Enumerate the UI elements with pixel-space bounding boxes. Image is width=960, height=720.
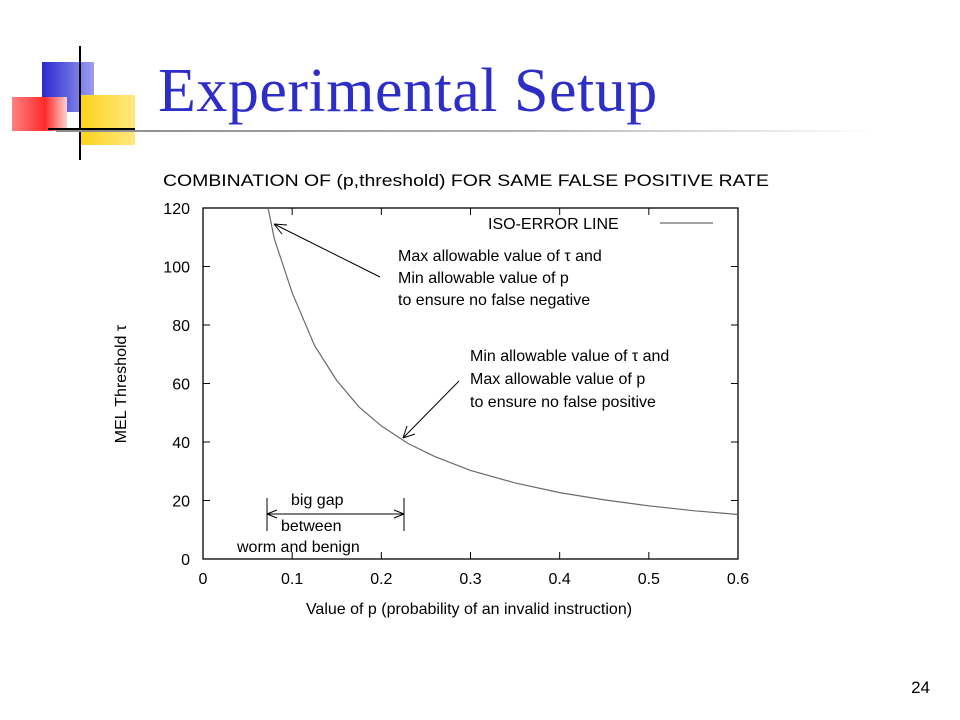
arrow-min-tau-head [402, 425, 416, 439]
arrow-max-tau-head [273, 223, 288, 235]
y-tick-label: 100 [163, 260, 190, 277]
y-tick-label: 20 [172, 494, 190, 511]
x-tick-label: 0 [199, 571, 208, 588]
gap-bracket-arrowhead-right [393, 509, 405, 519]
iso-error-line [267, 207, 739, 516]
slide-logo-icon [12, 46, 135, 160]
gap-label-3: worm and benign [236, 539, 360, 556]
annotation-2-line-1: Min allowable value of τ and [470, 348, 669, 365]
title-divider [56, 130, 876, 132]
slide-number: 24 [911, 678, 930, 697]
annotation-2-line-2: Max allowable value of p [470, 371, 645, 388]
y-axis-label: MEL Threshold τ [113, 324, 130, 443]
chart-title: COMBINATION OF (p,threshold) FOR SAME FA… [163, 171, 769, 190]
x-tick-label: 0.4 [549, 571, 571, 588]
annotation-1-line-3: to ensure no false negative [398, 292, 590, 309]
gap-bracket-arrowhead-left [266, 509, 278, 519]
x-tick-label: 0.5 [638, 571, 660, 588]
annotation-1-line-2: Min allowable value of p [398, 270, 569, 287]
x-tick-label: 0.6 [727, 571, 749, 588]
annotation-2-line-3: to ensure no false positive [470, 394, 656, 411]
gap-label-2: between [281, 518, 342, 535]
x-tick-label: 0.3 [459, 571, 481, 588]
annotation-1-line-1: Max allowable value of τ and [398, 248, 602, 265]
y-tick-label: 60 [172, 377, 190, 394]
y-tick-label: 0 [181, 552, 190, 569]
x-tick-label: 0.2 [370, 571, 392, 588]
y-tick-label: 80 [172, 318, 190, 335]
y-tick-label: 40 [172, 435, 190, 452]
x-axis-label: Value of p (probability of an invalid in… [306, 601, 632, 618]
gap-label-1: big gap [291, 492, 344, 509]
y-tick-label: 120 [163, 201, 190, 218]
arrow-max-tau [273, 223, 381, 278]
arrow-min-tau [402, 380, 460, 439]
x-tick-label: 0.1 [281, 571, 303, 588]
legend-label: ISO-ERROR LINE [488, 216, 619, 233]
page-title: Experimental Setup [158, 57, 658, 125]
